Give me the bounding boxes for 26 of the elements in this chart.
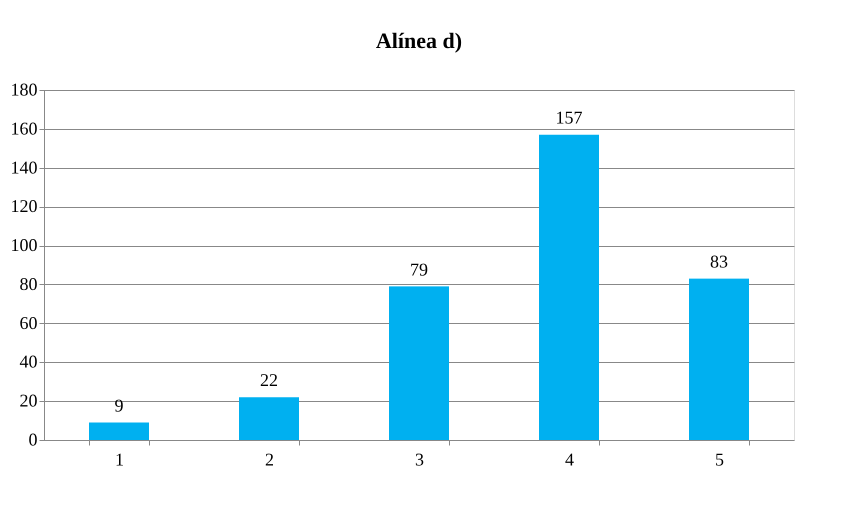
bar: [89, 422, 149, 440]
y-tick-label: 0: [28, 430, 38, 450]
data-label: 157: [556, 108, 582, 128]
data-label: 9: [114, 396, 124, 416]
y-tick-label: 160: [10, 118, 38, 138]
bar: [539, 134, 599, 440]
x-tick-label: 3: [415, 450, 424, 470]
x-tick-label: 5: [715, 450, 724, 470]
x-tick-label: 2: [265, 450, 274, 470]
bar: [389, 286, 449, 440]
data-label: 83: [710, 252, 728, 272]
data-label: 22: [260, 370, 278, 390]
data-label: 79: [410, 259, 428, 280]
y-tick-label: 180: [10, 80, 38, 100]
bar: [689, 278, 749, 440]
y-tick-label: 140: [10, 157, 38, 178]
bar: [239, 397, 299, 440]
y-tick-label: 100: [10, 235, 38, 256]
chart-title: Alínea d): [376, 28, 462, 53]
y-tick-label: 60: [20, 312, 38, 333]
x-tick-label: 1: [115, 450, 124, 470]
y-tick-label: 20: [20, 390, 38, 411]
x-tick-label: 4: [565, 450, 574, 470]
y-tick-label: 40: [20, 352, 38, 372]
y-tick-label: 80: [20, 274, 38, 294]
y-tick-label: 120: [10, 196, 38, 216]
